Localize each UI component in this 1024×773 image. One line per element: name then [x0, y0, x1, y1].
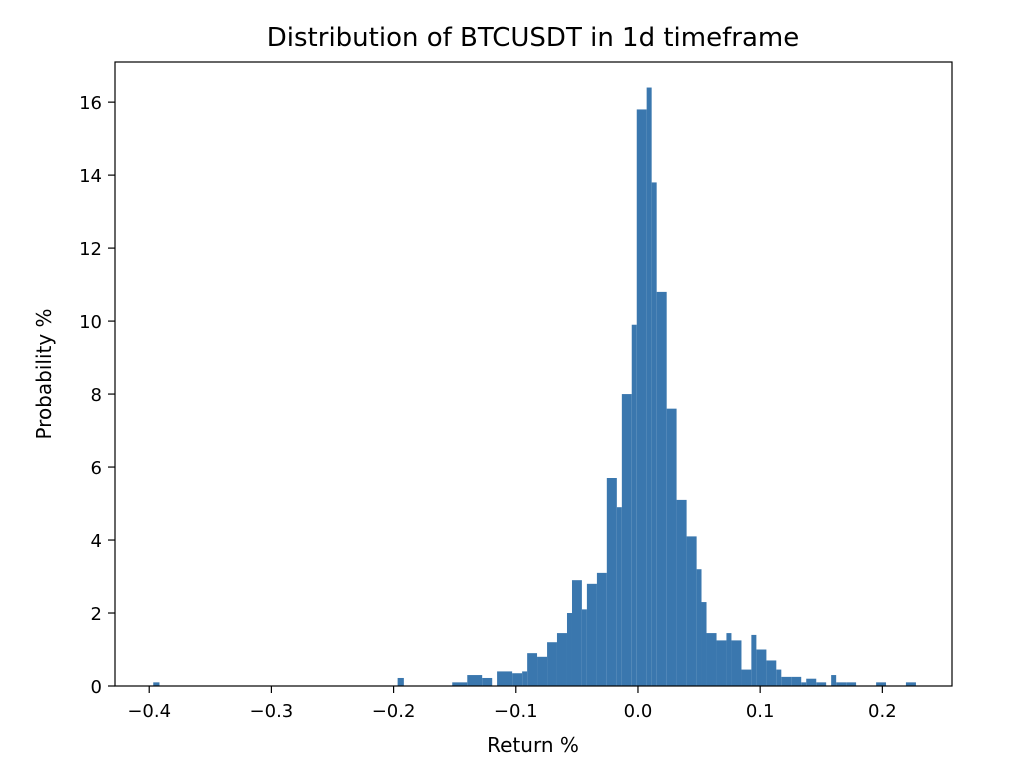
histogram-bar	[801, 682, 807, 686]
y-tick-label: 12	[79, 239, 102, 260]
histogram-bar	[631, 324, 637, 686]
histogram-bar	[497, 671, 513, 686]
x-axis-label: Return %	[487, 733, 579, 757]
histogram-bar	[556, 633, 567, 686]
histogram-bar	[596, 572, 607, 686]
histogram-bar	[581, 609, 587, 686]
histogram-bar	[636, 109, 647, 686]
histogram-bar	[701, 602, 707, 686]
histogram-bar	[756, 649, 767, 686]
histogram-bar	[876, 682, 887, 686]
histogram-bar	[621, 394, 632, 686]
y-tick-label: 16	[79, 93, 102, 114]
histogram-bar	[527, 653, 538, 686]
x-tick-label: −0.2	[372, 701, 416, 722]
histogram-bar	[153, 682, 160, 686]
y-tick-label: 10	[79, 312, 102, 333]
histogram-bar	[706, 633, 717, 686]
histogram-bar	[537, 656, 548, 686]
histogram-bar	[806, 678, 817, 686]
y-tick-label: 4	[91, 531, 102, 552]
x-axis-ticks: −0.4 −0.3 −0.2 −0.1 0.0 0.1 0.2	[127, 686, 897, 722]
histogram-bar	[547, 642, 557, 686]
histogram-bar	[512, 673, 523, 686]
histogram-bar	[646, 87, 652, 686]
histogram-bar	[452, 682, 468, 686]
histogram-bar	[696, 569, 702, 686]
y-tick-label: 2	[91, 604, 102, 625]
histogram-bar	[726, 633, 732, 686]
histogram-bar	[905, 682, 916, 686]
x-tick-label: −0.1	[494, 701, 538, 722]
histogram-bar	[566, 613, 572, 686]
y-tick-label: 6	[91, 458, 102, 479]
histogram-bar	[741, 669, 752, 686]
x-tick-label: −0.4	[127, 701, 171, 722]
x-tick-label: 0.2	[868, 701, 897, 722]
histogram-bar	[397, 677, 404, 686]
histogram-bar	[776, 669, 782, 686]
histogram-bar	[781, 676, 792, 686]
histogram-bar	[766, 660, 777, 686]
chart-title: Distribution of BTCUSDT in 1d timeframe	[267, 23, 799, 53]
histogram-bar	[616, 507, 622, 686]
histogram-bar	[816, 682, 827, 686]
histogram-bar	[522, 671, 528, 686]
histogram-bar	[791, 676, 802, 686]
histogram-bar	[651, 182, 657, 686]
y-axis-label: Probability %	[32, 308, 56, 439]
histogram-bar	[467, 675, 483, 686]
y-tick-label: 0	[91, 677, 102, 698]
histogram-bar	[686, 536, 697, 686]
histogram-bar	[836, 682, 847, 686]
x-tick-label: −0.3	[250, 701, 294, 722]
x-tick-label: 0.0	[624, 701, 653, 722]
histogram-bar	[666, 408, 677, 686]
y-axis-ticks: 0 2 4 6 8 10 12 14 16	[79, 93, 115, 698]
histogram-bar	[731, 640, 742, 686]
y-tick-label: 14	[79, 166, 102, 187]
histogram-bar	[846, 682, 857, 686]
histogram-bar	[831, 675, 837, 686]
histogram-bars	[153, 87, 916, 686]
histogram-bar	[571, 580, 582, 686]
histogram-bar	[676, 499, 687, 686]
plot-area-frame	[114, 61, 953, 687]
x-tick-label: 0.1	[746, 701, 775, 722]
histogram-bar	[606, 478, 617, 686]
y-tick-label: 8	[91, 385, 102, 406]
histogram-bar	[656, 291, 667, 686]
histogram-bar	[586, 583, 597, 686]
histogram-bar	[751, 634, 757, 686]
histogram-bar	[482, 677, 493, 686]
histogram-bar	[716, 640, 727, 686]
